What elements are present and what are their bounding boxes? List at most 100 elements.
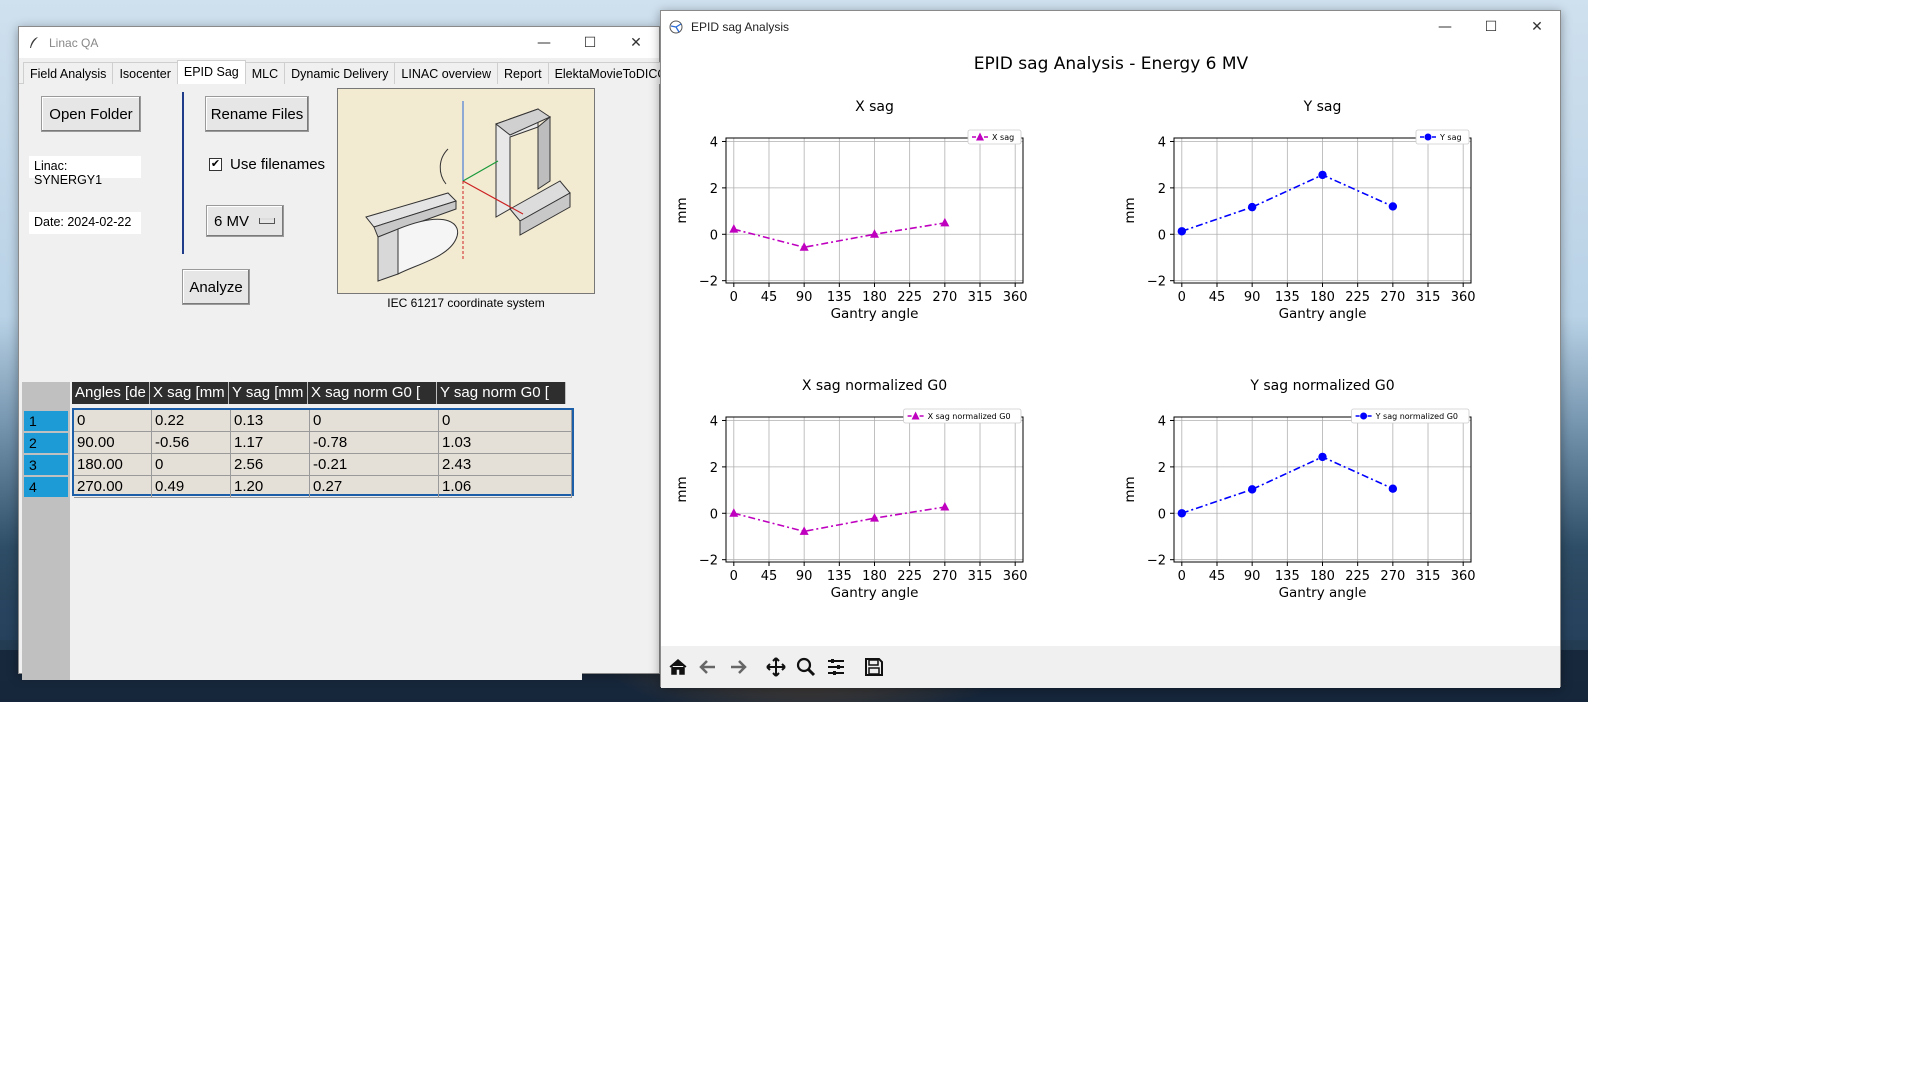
- checkbox-box[interactable]: ✔: [209, 158, 222, 171]
- x-tick-label: 360: [1003, 290, 1028, 305]
- y-axis-label: mm: [674, 197, 690, 223]
- legend-label: Y sag: [1439, 133, 1462, 142]
- open-folder-button[interactable]: Open Folder: [41, 96, 141, 132]
- column-header-angles[interactable]: Angles [de: [72, 382, 150, 404]
- table-cell[interactable]: 270.00: [74, 476, 152, 498]
- table-cell[interactable]: 0: [152, 454, 231, 476]
- zoom-icon[interactable]: [791, 652, 821, 682]
- tab-elekta-movie-to-dicom[interactable]: ElektaMovieToDICOM: [547, 62, 685, 84]
- table-cell[interactable]: 1.20: [231, 476, 310, 498]
- figure-canvas[interactable]: EPID sag Analysis - Energy 6 MV X sag 0 45…: [661, 42, 1560, 646]
- analyze-button[interactable]: Analyze: [182, 269, 250, 305]
- chart-panel-3: X sag normalized G0 0 45 90 135 180 225 270 315 3…: [674, 378, 1028, 601]
- save-icon[interactable]: [859, 652, 889, 682]
- legend-box: [1415, 129, 1470, 145]
- x-tick-label: 90: [1244, 569, 1261, 584]
- tab-dynamic-delivery[interactable]: Dynamic Delivery: [284, 62, 396, 84]
- row-header-2[interactable]: 2: [24, 433, 68, 453]
- y-tick-label: 2: [1158, 461, 1166, 476]
- home-icon[interactable]: [663, 652, 693, 682]
- titlebar[interactable]: Linac QA — ☐ ✕: [19, 27, 659, 58]
- y-tick-label: 0: [710, 228, 718, 243]
- table-cell[interactable]: -0.56: [152, 432, 231, 454]
- minimize-button[interactable]: —: [537, 34, 551, 51]
- y-tick-label: 0: [1158, 507, 1166, 522]
- back-icon[interactable]: [693, 652, 723, 682]
- tab-isocenter[interactable]: Isocenter: [112, 62, 178, 84]
- x-tick-label: 270: [1380, 290, 1405, 305]
- tab-bar: Field Analysis Isocenter EPID Sag MLC Dy…: [19, 58, 685, 84]
- table-cell[interactable]: 1.06: [439, 476, 572, 498]
- rename-files-button[interactable]: Rename Files: [205, 96, 309, 132]
- energy-selected-value: 6 MV: [214, 212, 250, 230]
- pan-icon[interactable]: [761, 652, 791, 682]
- data-point: [1177, 227, 1187, 236]
- epid-sag-figure[interactable]: EPID sag Analysis - Energy 6 MV X sag 0 45…: [661, 42, 1560, 646]
- table-cell[interactable]: 0.22: [152, 410, 231, 432]
- titlebar[interactable]: EPID sag Analysis — ☐ ✕: [661, 11, 1560, 42]
- maximize-button[interactable]: ☐: [1484, 18, 1498, 35]
- x-axis-label: Gantry angle: [1279, 306, 1367, 322]
- table-cell[interactable]: 1.03: [439, 432, 572, 454]
- plot-frame: [725, 137, 1024, 284]
- row-header-4[interactable]: 4: [24, 477, 68, 497]
- legend-marker: [1360, 412, 1368, 420]
- y-tick-label: −2: [1147, 554, 1166, 569]
- table-cell[interactable]: 0.49: [152, 476, 231, 498]
- forward-icon[interactable]: [723, 652, 753, 682]
- tab-report[interactable]: Report: [497, 62, 549, 84]
- tab-linac-overview[interactable]: LINAC overview: [394, 62, 499, 84]
- row-header-3[interactable]: 3: [24, 455, 68, 475]
- table-cell[interactable]: -0.21: [310, 454, 439, 476]
- tab-epid-sag[interactable]: EPID Sag: [176, 60, 246, 84]
- y-axis-label: mm: [1122, 197, 1138, 223]
- configure-icon[interactable]: [821, 652, 851, 682]
- close-button[interactable]: ✕: [630, 34, 642, 51]
- x-tick-label: 0: [1178, 290, 1186, 305]
- column-header-y-sag-norm[interactable]: Y sag norm G0 [: [437, 382, 566, 404]
- close-button[interactable]: ✕: [1531, 18, 1543, 35]
- column-header-x-sag-norm[interactable]: X sag norm G0 [: [308, 382, 437, 404]
- data-point: [870, 513, 879, 522]
- results-table: Angles [de X sag [mm Y sag [mm X sag nor…: [22, 382, 582, 680]
- column-header-x-sag[interactable]: X sag [mm: [150, 382, 229, 404]
- chart-title: X sag: [855, 99, 894, 115]
- table-cell[interactable]: 0: [74, 410, 152, 432]
- x-tick-label: 90: [796, 569, 813, 584]
- dropdown-indicator-icon: [259, 218, 276, 224]
- y-tick-label: 4: [710, 135, 718, 150]
- matplotlib-icon: [669, 20, 683, 34]
- x-tick-label: 90: [1244, 290, 1261, 305]
- column-header-y-sag[interactable]: Y sag [mm: [229, 382, 308, 404]
- data-point: [940, 217, 950, 227]
- table-cell[interactable]: 0: [439, 410, 572, 432]
- minimize-button[interactable]: —: [1438, 18, 1452, 35]
- maximize-button[interactable]: ☐: [583, 34, 597, 51]
- energy-dropdown[interactable]: 6 MV: [206, 205, 284, 237]
- x-tick-label: 180: [1310, 569, 1335, 584]
- chart-panel-2: Y sag 0 45 90 135 180 225 270 315 360 −2 0 2 4 Gantry …: [1122, 99, 1476, 322]
- x-tick-label: 225: [897, 569, 922, 584]
- table-cell[interactable]: 0: [310, 410, 439, 432]
- table-cell[interactable]: 0.27: [310, 476, 439, 498]
- table-cell[interactable]: 2.56: [231, 454, 310, 476]
- table-cell[interactable]: -0.78: [310, 432, 439, 454]
- table-cell[interactable]: 90.00: [74, 432, 152, 454]
- table-cell[interactable]: 180.00: [74, 454, 152, 476]
- navigation-toolbar: [661, 646, 1560, 688]
- table-cell[interactable]: 1.17: [231, 432, 310, 454]
- y-tick-label: 4: [1158, 135, 1166, 150]
- legend-box: [903, 408, 1022, 424]
- tab-field-analysis[interactable]: Field Analysis: [23, 62, 114, 84]
- use-filenames-checkbox[interactable]: ✔ Use filenames: [209, 156, 325, 173]
- table-cell[interactable]: 2.43: [439, 454, 572, 476]
- chart-title: X sag normalized G0: [802, 378, 947, 394]
- x-tick-label: 225: [897, 290, 922, 305]
- row-header-1[interactable]: 1: [24, 411, 68, 431]
- table-cell[interactable]: 0.13: [231, 410, 310, 432]
- chart-panel-4: Y sag normalized G0 0 45 90 135 180 225 270 315 3…: [1122, 378, 1476, 601]
- x-tick-label: 225: [1345, 569, 1370, 584]
- tab-mlc[interactable]: MLC: [244, 62, 286, 84]
- data-point: [1247, 485, 1257, 494]
- y-tick-label: 4: [1158, 414, 1166, 429]
